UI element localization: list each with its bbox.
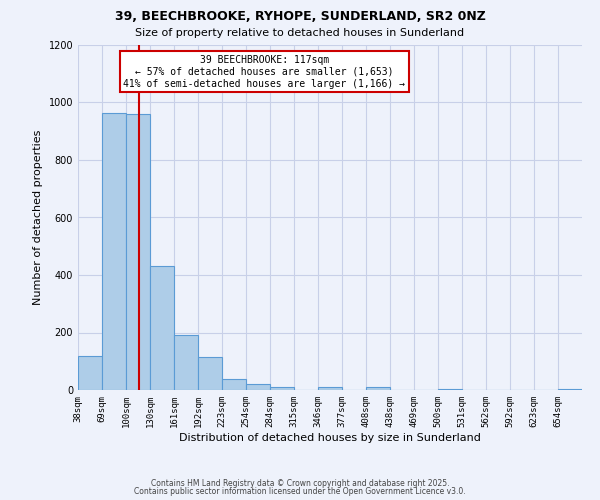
Text: Contains HM Land Registry data © Crown copyright and database right 2025.: Contains HM Land Registry data © Crown c… [151,478,449,488]
Y-axis label: Number of detached properties: Number of detached properties [33,130,43,305]
Text: 39, BEECHBROOKE, RYHOPE, SUNDERLAND, SR2 0NZ: 39, BEECHBROOKE, RYHOPE, SUNDERLAND, SR2… [115,10,485,23]
Bar [318,386,342,390]
Text: 39 BEECHBROOKE: 117sqm
← 57% of detached houses are smaller (1,653)
41% of semi-: 39 BEECHBROOKE: 117sqm ← 57% of detached… [124,56,406,88]
Bar [222,378,246,390]
Bar [366,386,390,390]
Bar [270,386,294,390]
Bar [558,388,582,390]
Text: Contains public sector information licensed under the Open Government Licence v3: Contains public sector information licen… [134,487,466,496]
Bar [438,388,462,390]
Bar [198,357,222,390]
Text: Size of property relative to detached houses in Sunderland: Size of property relative to detached ho… [136,28,464,38]
Bar [102,112,126,390]
Bar [246,384,270,390]
Bar [78,356,102,390]
Bar [150,266,174,390]
Bar [174,336,198,390]
Bar [126,114,150,390]
X-axis label: Distribution of detached houses by size in Sunderland: Distribution of detached houses by size … [179,432,481,442]
